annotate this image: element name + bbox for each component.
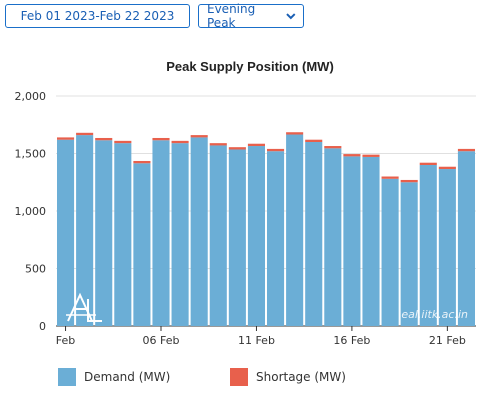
- bar-demand[interactable]: [381, 178, 399, 326]
- chart-title: Peak Supply Position (MW): [166, 59, 334, 74]
- bar-shortage[interactable]: [152, 137, 170, 141]
- bar-demand[interactable]: [114, 143, 132, 326]
- bar-shortage[interactable]: [95, 137, 113, 141]
- legend-label-demand: Demand (MW): [84, 370, 171, 384]
- date-range-picker[interactable]: Feb 01 2023-Feb 22 2023: [5, 4, 190, 28]
- bar-shortage[interactable]: [57, 137, 75, 140]
- bar-shortage[interactable]: [362, 154, 380, 157]
- y-tick-label: 1,500: [15, 148, 47, 161]
- x-tick-label: 16 Feb: [333, 334, 370, 347]
- bar-shortage[interactable]: [324, 146, 342, 149]
- x-tick-label: Feb: [56, 334, 75, 347]
- legend-item-shortage[interactable]: Shortage (MW): [230, 368, 346, 386]
- bar-demand[interactable]: [438, 169, 456, 326]
- legend-swatch-demand: [58, 368, 76, 386]
- bar-shortage[interactable]: [381, 176, 399, 179]
- bar-demand[interactable]: [190, 137, 208, 326]
- bar-shortage[interactable]: [305, 139, 323, 142]
- bar-demand[interactable]: [305, 142, 323, 326]
- bar-shortage[interactable]: [228, 147, 246, 150]
- peak-type-label: Evening Peak: [207, 2, 256, 30]
- bar-demand[interactable]: [228, 149, 246, 326]
- bar-series: [57, 132, 475, 326]
- bar-demand[interactable]: [95, 140, 113, 326]
- legend-label-shortage: Shortage (MW): [256, 370, 346, 384]
- eal-logo: [66, 292, 102, 322]
- bar-shortage[interactable]: [400, 179, 418, 183]
- bar-demand[interactable]: [362, 156, 380, 326]
- legend-item-demand[interactable]: Demand (MW): [58, 368, 170, 386]
- bar-shortage[interactable]: [209, 143, 227, 146]
- bar-shortage[interactable]: [171, 140, 189, 144]
- bar-demand[interactable]: [152, 140, 170, 326]
- bar-demand[interactable]: [267, 151, 285, 326]
- bar-shortage[interactable]: [247, 143, 265, 147]
- bar-shortage[interactable]: [133, 160, 151, 164]
- bar-demand[interactable]: [209, 145, 227, 326]
- bar-demand[interactable]: [247, 146, 265, 326]
- bar-demand[interactable]: [324, 148, 342, 326]
- bar-demand[interactable]: [286, 134, 304, 326]
- bar-demand[interactable]: [133, 163, 151, 326]
- y-tick-label: 500: [25, 263, 46, 276]
- bar-demand[interactable]: [400, 182, 418, 326]
- bar-shortage[interactable]: [457, 148, 475, 152]
- peak-type-dropdown[interactable]: Evening Peak: [198, 2, 304, 30]
- bar-demand[interactable]: [457, 151, 475, 326]
- bar-demand[interactable]: [343, 156, 361, 326]
- bar-shortage[interactable]: [76, 132, 94, 136]
- y-tick-label: 2,000: [15, 90, 47, 103]
- bar-demand[interactable]: [419, 165, 437, 326]
- x-axis-labels: Feb 06 Feb 11 Feb 16 Feb 21 Feb: [56, 326, 466, 347]
- bar-shortage[interactable]: [343, 154, 361, 157]
- y-axis-labels: 0 500 1,000 1,500 2,000: [15, 90, 47, 333]
- x-tick-label: 06 Feb: [143, 334, 180, 347]
- chevron-down-icon: [286, 13, 296, 20]
- bar-shortage[interactable]: [419, 162, 437, 165]
- watermark-text: eal.iitk.ac.in: [401, 308, 468, 321]
- date-range-label: Feb 01 2023-Feb 22 2023: [20, 9, 175, 23]
- bar-demand[interactable]: [57, 139, 75, 326]
- bar-shortage[interactable]: [114, 140, 132, 144]
- bar-shortage[interactable]: [267, 148, 285, 152]
- bar-shortage[interactable]: [438, 166, 456, 170]
- bar-shortage[interactable]: [190, 135, 208, 138]
- bar-demand[interactable]: [76, 135, 94, 326]
- x-tick-label: 21 Feb: [429, 334, 466, 347]
- bar-shortage[interactable]: [286, 132, 304, 135]
- y-tick-label: 1,000: [15, 205, 47, 218]
- legend-swatch-shortage: [230, 368, 248, 386]
- y-tick-label: 0: [39, 320, 46, 333]
- bar-demand[interactable]: [171, 143, 189, 326]
- x-tick-label: 11 Feb: [238, 334, 275, 347]
